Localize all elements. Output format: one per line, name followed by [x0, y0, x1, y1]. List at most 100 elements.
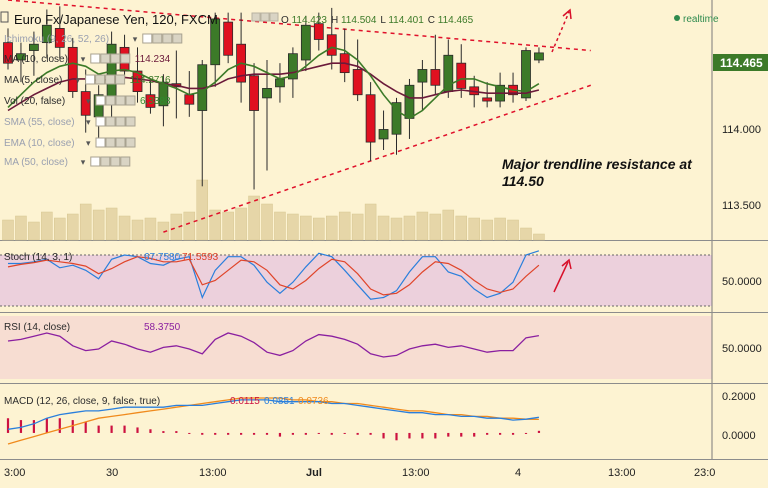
macd-histogram-bar — [58, 418, 61, 433]
legend-row-label: EMA (10, close) — [4, 138, 75, 149]
candle-body — [521, 50, 531, 99]
volume-bar — [79, 203, 92, 241]
legend-action-button[interactable] — [172, 33, 183, 44]
volume-bar — [390, 217, 403, 241]
legend-action-button[interactable] — [95, 95, 106, 106]
legend-action-button[interactable] — [95, 116, 106, 127]
legend-dropdown-icon[interactable]: ▾ — [133, 34, 138, 44]
sub-pane-layer — [6, 250, 541, 445]
candle-body — [417, 69, 428, 83]
legend-dropdown-icon[interactable]: ▾ — [81, 54, 86, 64]
macd-histogram-bar — [201, 432, 204, 435]
candle — [534, 47, 544, 64]
header-toggle-button[interactable] — [251, 12, 261, 22]
candle-body — [145, 94, 156, 108]
legend-action-button[interactable] — [95, 74, 106, 85]
macd-histogram-bar — [421, 432, 424, 439]
macd-histogram-bar — [265, 432, 269, 435]
volume-bar — [131, 219, 144, 241]
legend-dropdown-icon[interactable]: ▾ — [81, 157, 86, 167]
header-toggle-button[interactable] — [260, 12, 270, 22]
candle-body — [210, 18, 221, 66]
ohlc-key: L — [380, 15, 388, 26]
macd-histogram-bar — [19, 420, 23, 433]
legend-action-button[interactable] — [120, 53, 131, 64]
macd-histogram-bar — [214, 432, 217, 435]
legend-action-button[interactable] — [90, 156, 101, 167]
volume-bar — [209, 209, 221, 241]
candle-body — [223, 21, 234, 56]
volume-bar — [520, 227, 532, 241]
candle-body — [275, 78, 285, 88]
legend-action-button[interactable] — [152, 33, 163, 44]
indicator-legend: Ichimoku (9, 26, 52, 26) ▾ MA (10, close) ▾… — [4, 33, 183, 168]
legend-dropdown-icon[interactable]: ▾ — [86, 96, 91, 106]
volume-bar — [144, 217, 157, 241]
legend-action-button[interactable] — [115, 137, 126, 148]
stoch-k-line — [8, 250, 540, 300]
candle — [223, 12, 234, 64]
legend-action-button[interactable] — [85, 74, 96, 85]
candle-body — [80, 91, 91, 116]
legend-action-button[interactable] — [100, 53, 111, 64]
legend-dropdown-icon[interactable]: ▾ — [76, 75, 81, 85]
macd-histogram-bar — [460, 432, 463, 437]
macd-histogram-bar — [356, 432, 359, 435]
volume-bar — [300, 215, 312, 241]
stoch-d-line — [7, 256, 540, 296]
legend-action-button[interactable] — [110, 156, 121, 167]
macd-histogram-bar — [123, 425, 126, 433]
candle-body — [456, 62, 467, 89]
legend-action-button[interactable] — [120, 156, 131, 167]
legend-action-button[interactable] — [90, 53, 101, 64]
legend-action-button[interactable] — [125, 95, 136, 106]
legend-row-label: MA (5, close) — [4, 75, 62, 86]
volume-bar — [105, 207, 118, 241]
macd-histogram-bar — [291, 432, 294, 435]
macd-histogram-bar — [343, 432, 346, 434]
legend-action-button[interactable] — [105, 74, 116, 85]
macd-histogram-bar — [330, 432, 333, 435]
rsi-band — [0, 316, 712, 379]
candle-body — [313, 23, 324, 40]
ohlc-key: H — [331, 15, 341, 26]
legend-action-button[interactable] — [105, 137, 116, 148]
legend-action-button[interactable] — [125, 116, 136, 127]
header-toggle-button[interactable] — [269, 12, 279, 22]
candle — [16, 42, 26, 83]
legend-action-button[interactable] — [105, 95, 116, 106]
legend-action-button[interactable] — [105, 116, 116, 127]
legend-action-button[interactable] — [115, 116, 126, 127]
legend-dropdown-icon[interactable]: ▾ — [86, 117, 91, 127]
candle — [352, 39, 363, 102]
volume-bar — [248, 195, 260, 241]
volume-bar — [416, 211, 429, 241]
legend-action-button[interactable] — [162, 33, 173, 44]
legend-action-button[interactable] — [110, 53, 121, 64]
macd-histogram-bar — [252, 432, 256, 435]
legend-row: MA (10, close) ▾ 114.234 — [4, 53, 171, 65]
candle-body — [16, 53, 26, 61]
macd-histogram-bar — [317, 432, 320, 434]
legend-action-button[interactable] — [95, 137, 106, 148]
legend-action-button[interactable] — [115, 74, 126, 85]
legend-action-button[interactable] — [142, 33, 153, 44]
legend-action-button[interactable] — [125, 137, 136, 148]
legend-action-button[interactable] — [100, 156, 111, 167]
legend-row: Vol (20, false) ▾ 6.3388 — [4, 95, 171, 107]
macd-histogram-bar — [278, 432, 282, 437]
legend-action-button[interactable] — [115, 95, 126, 106]
macd-histogram-bar — [227, 432, 230, 435]
time-tick-0: 3:00 — [4, 467, 25, 479]
candle — [313, 12, 324, 51]
resistance-trendline — [7, 0, 591, 52]
legend-row: MA (5, close) ▾ 114.2716 — [4, 74, 171, 86]
rsi-tick: 50.0000 — [722, 343, 762, 355]
expand-box[interactable] — [0, 11, 9, 23]
candle — [41, 9, 52, 59]
ohlc-readout: O 114.423 H 114.504 L 114.401 C 114.465 — [281, 15, 474, 26]
stoch-label: Stoch (14, 3, 1) — [4, 252, 72, 263]
candle-body — [287, 53, 298, 80]
legend-dropdown-icon[interactable]: ▾ — [86, 138, 91, 148]
